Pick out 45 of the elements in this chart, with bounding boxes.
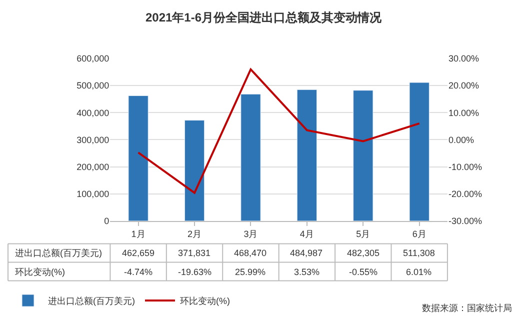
y2-tick-label: 20.00% <box>448 80 479 91</box>
y-tick-label: 300,000 <box>76 134 110 145</box>
bar <box>353 90 374 221</box>
legend-label: 进出口总额(百万美元) <box>48 296 135 306</box>
data-label: 25.99% <box>235 267 266 277</box>
bar <box>296 89 318 221</box>
data-label: 468,470 <box>234 248 267 258</box>
y2-tick-label: -20.00% <box>448 189 482 200</box>
y-tick-label: 400,000 <box>76 108 110 118</box>
text: 进出口总额(百万美元) <box>15 248 102 258</box>
data-label: 371,831 <box>178 248 211 258</box>
data-label: -4.74% <box>124 267 153 277</box>
data-label: 482,305 <box>347 248 380 258</box>
data-label: -0.55% <box>349 267 378 277</box>
y-tick-label: 500,000 <box>76 80 110 91</box>
y-tick-label: 100,000 <box>76 189 110 200</box>
x-tick-label: 2月 <box>188 228 202 239</box>
y2-tick-label: -10.00% <box>448 162 482 172</box>
source-note: 数据来源：国家统计局 <box>422 303 512 313</box>
data-label: -19.63% <box>178 267 212 277</box>
data-label: 6.01% <box>406 267 432 277</box>
y-tick-label: 600,000 <box>76 54 110 64</box>
x-tick-label: 6月 <box>412 228 426 239</box>
data-label: 462,659 <box>122 248 155 258</box>
y2-tick-label: 30.00% <box>448 54 479 64</box>
y-tick-label: 200,000 <box>76 162 110 172</box>
data-label: 484,987 <box>290 248 323 258</box>
bar <box>128 95 148 221</box>
y-tick-label: 0 <box>104 216 110 226</box>
data-label: 511,308 <box>403 248 435 258</box>
y2-tick-label: 10.00% <box>448 108 479 118</box>
x-tick-label: 5月 <box>356 228 370 239</box>
bar <box>240 94 261 221</box>
chart-title: 2021年1-6月份全国进出口总额及其变动情况 <box>145 10 383 25</box>
bar <box>184 120 205 221</box>
y2-tick-label: -30.00% <box>448 216 482 226</box>
line-series <box>137 68 420 194</box>
x-tick-label: 4月 <box>300 228 314 239</box>
bar <box>409 82 430 221</box>
x-tick-label: 1月 <box>131 228 146 239</box>
x-tick-label: 3月 <box>244 228 258 239</box>
y2-tick-label: 0.00% <box>448 134 474 145</box>
data-label: 3.53% <box>294 267 320 277</box>
legend-label: 环比变动(%) <box>180 296 230 306</box>
text: 环比变动(%) <box>15 267 65 277</box>
